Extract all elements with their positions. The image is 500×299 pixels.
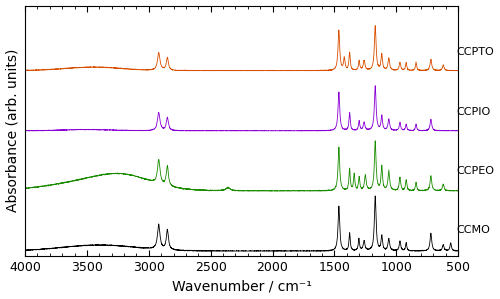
Text: CCPEO: CCPEO (456, 166, 494, 176)
Y-axis label: Absorbance (arb. units): Absorbance (arb. units) (6, 49, 20, 213)
Text: CCPIO: CCPIO (456, 107, 490, 117)
X-axis label: Wavenumber / cm⁻¹: Wavenumber / cm⁻¹ (172, 280, 312, 293)
Text: CCMO: CCMO (456, 225, 490, 235)
Text: CCPTO: CCPTO (456, 47, 494, 57)
